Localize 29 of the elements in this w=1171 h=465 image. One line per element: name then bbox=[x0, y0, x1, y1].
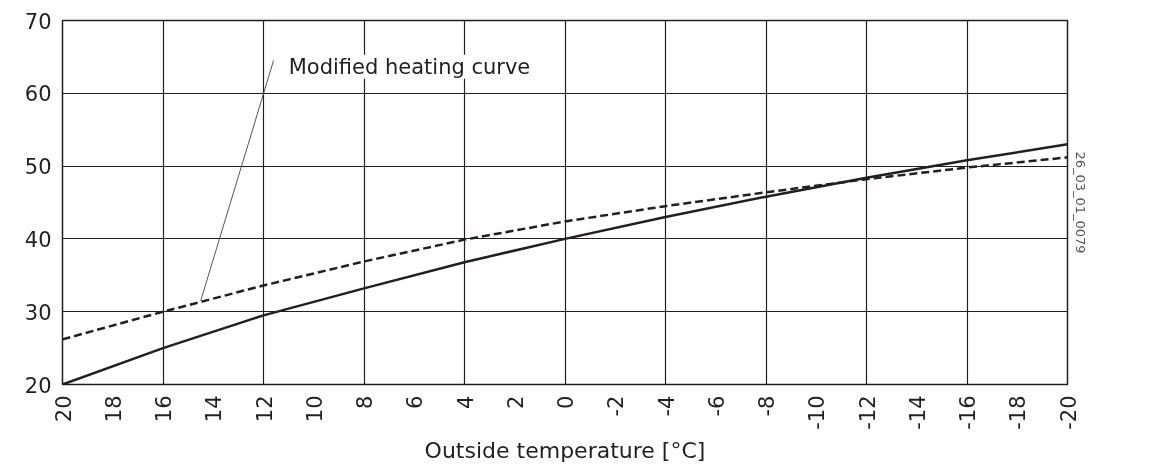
x-tick-label: -14 bbox=[905, 395, 930, 430]
y-tick-label: 50 bbox=[24, 155, 52, 180]
y-tick-label: 30 bbox=[24, 300, 52, 325]
y-tick-label: 70 bbox=[24, 9, 52, 34]
x-tick-label: -18 bbox=[1006, 395, 1031, 430]
x-tick-label: -12 bbox=[855, 395, 880, 430]
x-tick-label: 12 bbox=[252, 395, 277, 423]
x-axis-title: Outside temperature [°C] bbox=[424, 437, 706, 463]
x-tick-label: 2 bbox=[503, 395, 528, 409]
x-tick-label: -2 bbox=[604, 395, 629, 417]
x-tick-label: -10 bbox=[805, 395, 830, 430]
x-tick-label: 18 bbox=[101, 395, 126, 423]
text: 26_03_01_0079 bbox=[1072, 151, 1088, 254]
x-tick-label: 4 bbox=[453, 395, 478, 409]
x-tick-label: 0 bbox=[554, 395, 578, 409]
y-tick-label: 60 bbox=[24, 82, 52, 107]
x-tick-label: 20 bbox=[51, 395, 76, 423]
x-tick-label: -4 bbox=[654, 395, 679, 417]
x-tick-label: -20 bbox=[1056, 395, 1081, 430]
x-tick-label: -8 bbox=[755, 395, 779, 417]
x-tick-label: 14 bbox=[202, 395, 227, 423]
x-tick-label: -16 bbox=[956, 395, 980, 430]
x-tick-label: 8 bbox=[353, 395, 377, 409]
x-tick-label: 16 bbox=[152, 395, 176, 423]
x-tick-label: 6 bbox=[403, 395, 428, 409]
y-tick-label: 40 bbox=[24, 227, 52, 252]
annotation: Modified heating curve bbox=[288, 54, 531, 79]
x-tick-label: 10 bbox=[302, 395, 327, 423]
x-tick-label: -6 bbox=[704, 395, 729, 417]
